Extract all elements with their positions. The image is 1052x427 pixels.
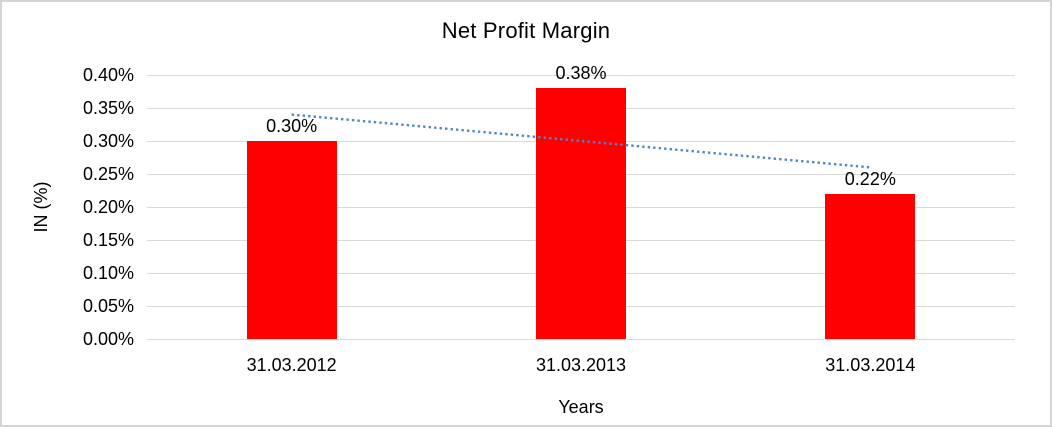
x-tick-label: 31.03.2014 [825,355,916,375]
y-tick-label: 0.20% [82,197,134,217]
gridline [147,75,1015,76]
y-tick-label: 0.10% [82,263,134,283]
y-tick-label: 0.25% [82,164,134,184]
bar-data-label: 0.22% [844,168,896,189]
gridline [147,339,1015,340]
y-tick-label: 0.00% [82,329,134,349]
y-tick-label: 0.40% [82,65,134,85]
bar-data-label: 0.30% [266,116,318,136]
y-tick-label: 0.30% [82,131,134,151]
x-axis-title: Years [558,397,604,417]
trendline [291,113,871,169]
x-tick-label: 31.03.2012 [246,355,337,375]
bar [246,141,337,339]
plot-area [147,75,1015,340]
y-tick-label: 0.35% [82,98,134,118]
chart-title: Net Profit Margin [441,18,611,43]
x-tick-label: 31.03.2013 [535,355,627,375]
bar [536,88,626,339]
bar-data-label: 0.38% [555,63,607,84]
y-tick-label: 0.15% [82,230,134,250]
bar [825,193,916,339]
y-tick-label: 0.05% [82,296,134,316]
